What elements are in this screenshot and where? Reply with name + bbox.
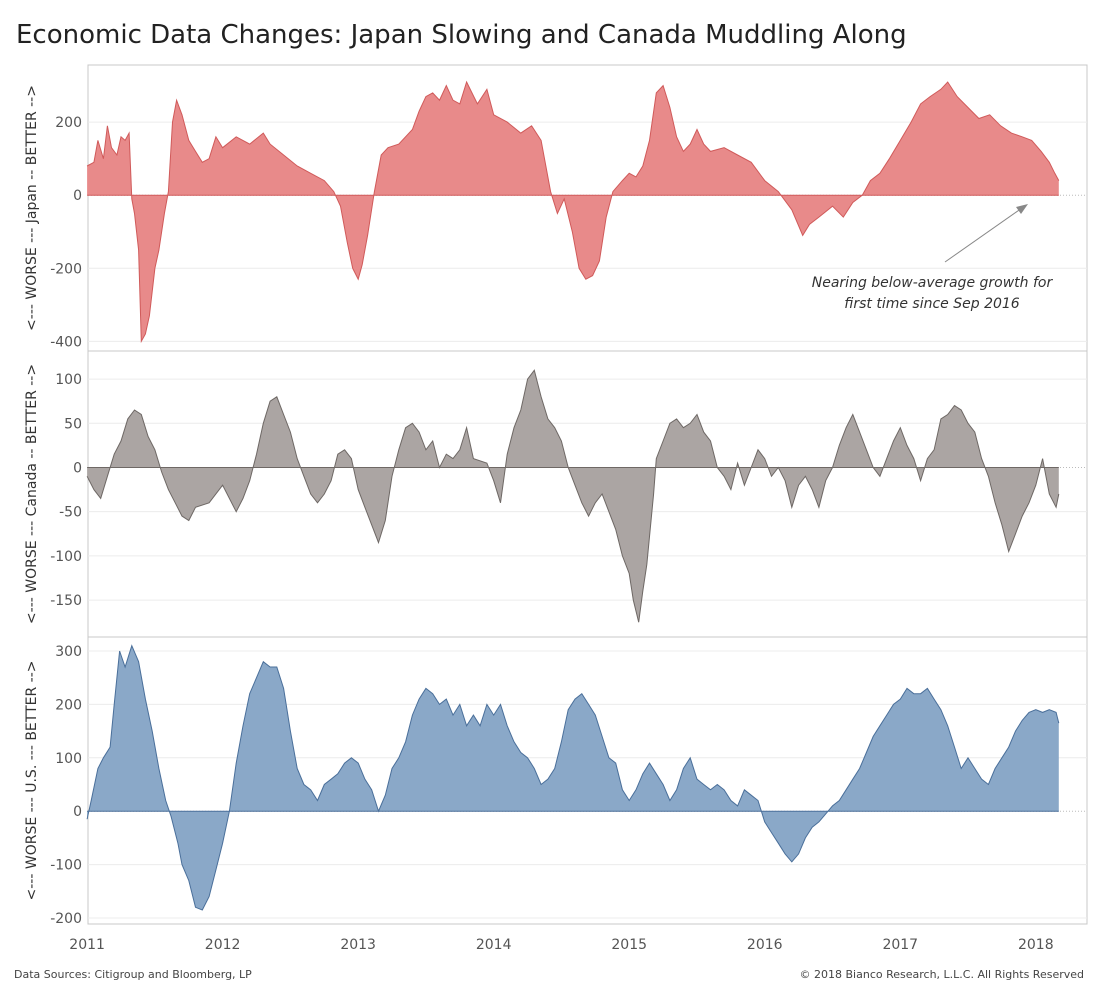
us-y-axis-label: <--- WORSE --- U.S. --- BETTER --> xyxy=(24,661,40,901)
canada-y-tick-label: 100 xyxy=(55,372,82,388)
canada-y-tick-label: -50 xyxy=(59,505,82,521)
canada-y-tick-label: 0 xyxy=(73,460,82,476)
japan-series-line xyxy=(86,80,1060,344)
us-panel-frame xyxy=(87,636,1088,925)
data-source-note: Data Sources: Citigroup and Bloomberg, L… xyxy=(14,968,252,981)
x-tick-label: 2018 xyxy=(1018,937,1054,953)
x-tick-label: 2012 xyxy=(205,937,241,953)
canada-y-tick-label: -100 xyxy=(50,549,82,565)
japan-y-tick-label: -200 xyxy=(50,261,82,277)
japan-y-tick-label: -400 xyxy=(50,334,82,350)
us-y-tick-label: 200 xyxy=(55,697,82,713)
x-tick-label: 2014 xyxy=(476,937,512,953)
japan-y-tick-label: 0 xyxy=(73,188,82,204)
annotation-arrow-head xyxy=(1016,204,1028,214)
copyright-note: © 2018 Bianco Research, L.L.C. All Right… xyxy=(799,968,1084,981)
x-tick-label: 2015 xyxy=(611,937,647,953)
canada-y-tick-label: -150 xyxy=(50,593,82,609)
chart-title: Economic Data Changes: Japan Slowing and… xyxy=(16,20,907,50)
canada-area xyxy=(87,370,1059,623)
x-tick-label: 2016 xyxy=(747,937,783,953)
canada-y-tick-label: 50 xyxy=(64,416,82,432)
us-y-tick-label: 0 xyxy=(73,804,82,820)
x-tick-label: 2011 xyxy=(69,937,105,953)
canada-series-line xyxy=(86,369,1060,623)
annotation-arrow-line xyxy=(944,207,1023,263)
x-tick-label: 2013 xyxy=(340,937,376,953)
us-y-tick-label: 300 xyxy=(55,644,82,660)
japan-y-axis-label: <--- WORSE --- Japan -- BETTER --> xyxy=(24,85,40,331)
annotation-line: first time since Sep 2016 xyxy=(844,296,1019,312)
us-y-tick-label: -100 xyxy=(50,858,82,874)
canada-y-axis-label: <--- WORSE --- Canada -- BETTER --> xyxy=(24,364,40,624)
us-y-tick-label: 100 xyxy=(55,751,82,767)
x-tick-label: 2017 xyxy=(882,937,918,953)
japan-area xyxy=(87,82,1059,342)
us-area xyxy=(87,645,1059,910)
annotation-line: Nearing below-average growth for xyxy=(812,275,1054,291)
us-y-tick-label: -200 xyxy=(50,911,82,927)
us-series-line xyxy=(86,644,1060,911)
japan-y-tick-label: 200 xyxy=(55,115,82,131)
